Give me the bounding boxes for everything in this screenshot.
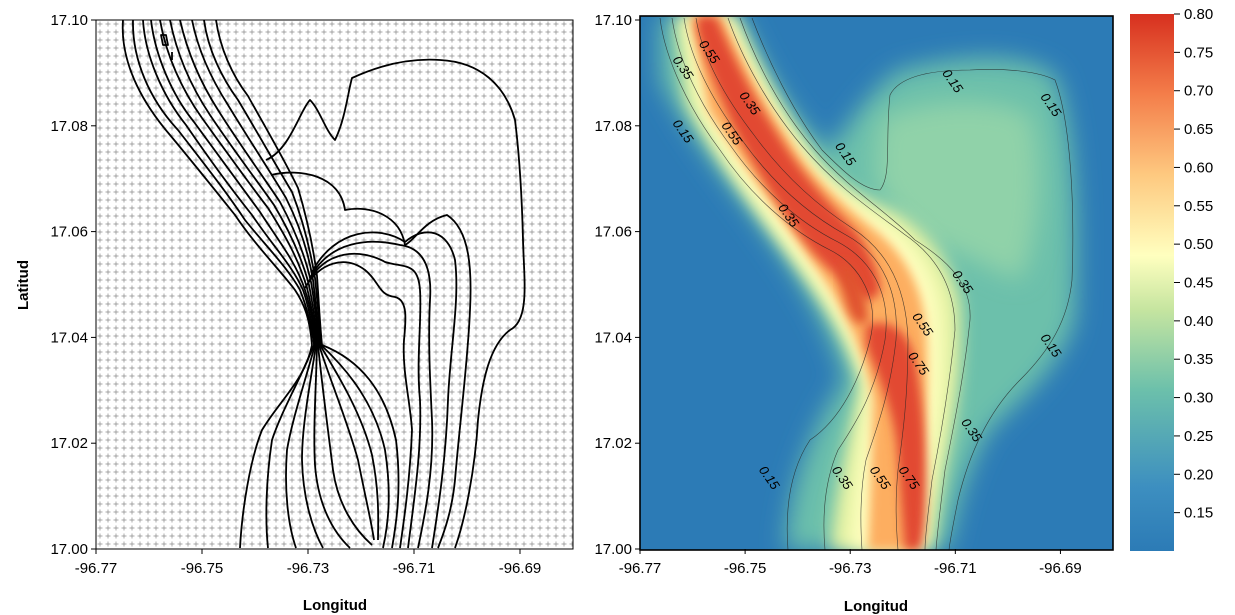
y-tick-label: 17.00 bbox=[594, 541, 632, 558]
x-tick-label: -96.69 bbox=[499, 560, 542, 577]
contour-line bbox=[695, 17, 909, 550]
right-x-axis-label: Longitud bbox=[844, 598, 908, 615]
y-tick-label: 17.04 bbox=[50, 329, 88, 346]
contour-line bbox=[169, 19, 373, 546]
colorbar-tick-label: 0.75 bbox=[1184, 44, 1213, 61]
colorbar-ticks: 0.80 0.75 0.70 0.65 0.60 0.55 0.50 0.45 0.40 0.35… bbox=[1174, 6, 1213, 522]
heatmap-surface: 0.550.350.350.15 0.550.150.150.150.350.35… bbox=[640, 16, 1113, 550]
contour-line bbox=[191, 19, 380, 541]
colorbar-tick-label: 0.15 bbox=[1184, 505, 1213, 522]
colorbar-tick-label: 0.65 bbox=[1184, 121, 1213, 138]
contour-line bbox=[265, 58, 526, 549]
colorbar-gradient bbox=[1130, 14, 1174, 551]
right-plot-frame bbox=[639, 15, 1114, 551]
x-tick-label: -96.77 bbox=[619, 560, 662, 577]
left-y-axis: 17.00 17.02 17.04 17.06 17.08 17.10 bbox=[50, 12, 96, 558]
contour-line bbox=[727, 17, 956, 550]
contour-line bbox=[270, 171, 472, 549]
colorbar-tick-label: 0.35 bbox=[1184, 351, 1213, 368]
contour-line bbox=[659, 17, 873, 550]
contour-line bbox=[304, 261, 413, 549]
contour-line bbox=[150, 19, 324, 549]
sample-grid bbox=[96, 20, 573, 549]
colorbar-tick-label: 0.50 bbox=[1184, 236, 1213, 253]
right-y-axis: 17.00 17.02 17.04 17.06 17.08 17.10 bbox=[594, 12, 640, 558]
right-x-axis: -96.77 -96.75 -96.73 -96.71 -96.69 bbox=[619, 549, 1082, 577]
contour-line bbox=[739, 17, 971, 550]
y-tick-label: 17.04 bbox=[594, 329, 632, 346]
y-tick-label: 17.02 bbox=[50, 435, 88, 452]
contour-line bbox=[307, 252, 422, 549]
contour-line bbox=[179, 19, 375, 541]
y-tick-label: 17.10 bbox=[594, 12, 632, 29]
colorbar-tick-label: 0.40 bbox=[1184, 313, 1213, 330]
colorbar-tick-label: 0.30 bbox=[1184, 390, 1213, 407]
colorbar-tick-label: 0.55 bbox=[1184, 198, 1213, 215]
x-tick-label: -96.75 bbox=[181, 560, 224, 577]
left-y-axis-label: Latitud bbox=[15, 260, 32, 310]
contour-line bbox=[159, 19, 351, 549]
y-tick-label: 17.00 bbox=[50, 541, 88, 558]
x-tick-label: -96.75 bbox=[724, 560, 767, 577]
y-tick-label: 17.02 bbox=[594, 435, 632, 452]
colorbar-tick-label: 0.25 bbox=[1184, 428, 1213, 445]
y-tick-label: 17.06 bbox=[50, 224, 88, 241]
x-tick-label: -96.69 bbox=[1039, 560, 1082, 577]
y-tick-label: 17.08 bbox=[594, 118, 632, 135]
contour-line bbox=[142, 19, 316, 549]
contour-line bbox=[160, 34, 169, 46]
contour-line bbox=[203, 19, 390, 549]
colorbar-tick-label: 0.45 bbox=[1184, 275, 1213, 292]
contour-line bbox=[671, 17, 887, 550]
right-heatmap-panel: 0.550.350.350.15 0.550.150.150.150.350.35… bbox=[594, 12, 1114, 615]
x-tick-label: -96.73 bbox=[287, 560, 330, 577]
colorbar: 0.80 0.75 0.70 0.65 0.60 0.55 0.50 0.45 0.40 0.35… bbox=[1130, 6, 1213, 551]
left-x-axis-label: Longitud bbox=[303, 597, 367, 614]
contour-line bbox=[215, 19, 400, 549]
y-tick-label: 17.08 bbox=[50, 118, 88, 135]
left-contour-lines bbox=[121, 19, 526, 549]
colorbar-tick-label: 0.70 bbox=[1184, 83, 1213, 100]
x-tick-label: -96.73 bbox=[829, 560, 872, 577]
y-tick-label: 17.10 bbox=[50, 12, 88, 29]
colorbar-tick-label: 0.60 bbox=[1184, 159, 1213, 176]
contour-line bbox=[309, 240, 434, 549]
contour-line bbox=[132, 19, 315, 549]
x-tick-label: -96.71 bbox=[393, 560, 436, 577]
y-tick-label: 17.06 bbox=[594, 224, 632, 241]
colorbar-tick-label: 0.20 bbox=[1184, 466, 1213, 483]
contour-line bbox=[121, 19, 313, 549]
colorbar-tick-label: 0.80 bbox=[1184, 6, 1213, 23]
x-tick-label: -96.71 bbox=[934, 560, 977, 577]
left-plot-frame bbox=[95, 19, 574, 550]
contour-line bbox=[751, 17, 1074, 550]
contour-line bbox=[311, 231, 458, 549]
left-x-axis: -96.77 -96.75 -96.73 -96.71 -96.69 bbox=[75, 549, 542, 577]
contour-line bbox=[683, 17, 897, 550]
heatmap-contour-lines bbox=[659, 17, 1074, 550]
x-tick-label: -96.77 bbox=[75, 560, 118, 577]
